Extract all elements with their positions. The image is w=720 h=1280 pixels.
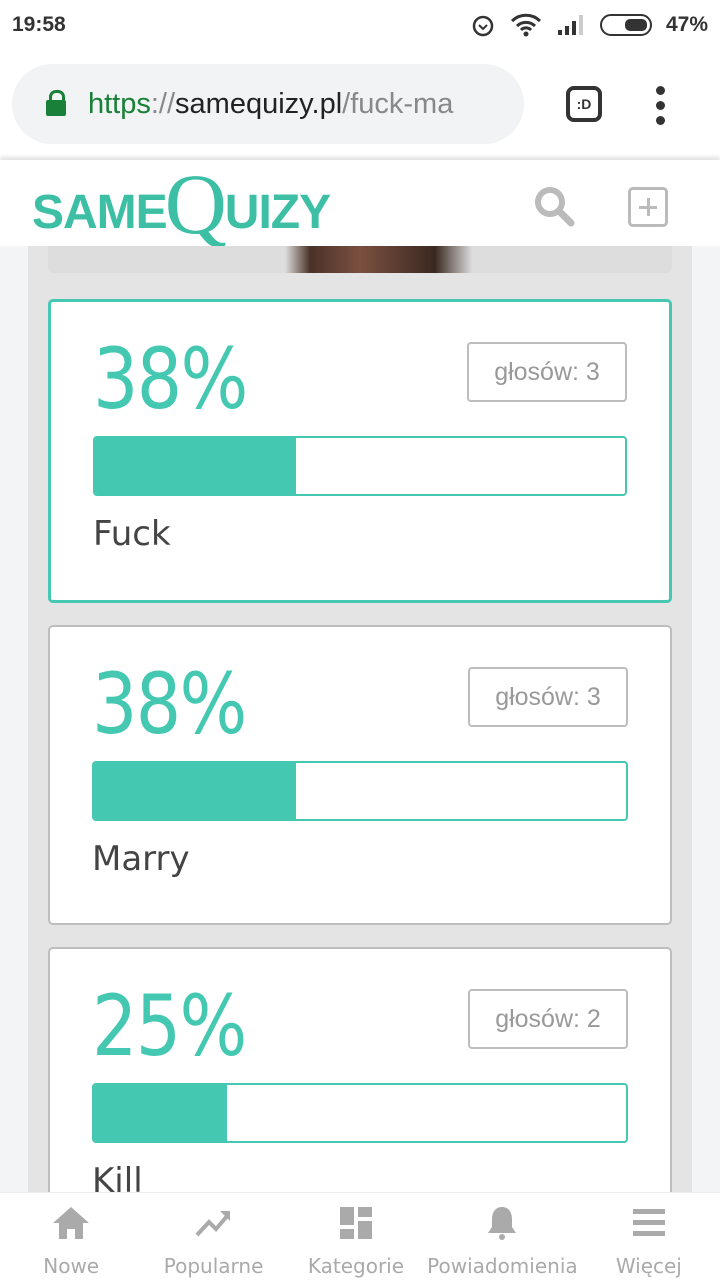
add-quiz-button[interactable] — [628, 187, 668, 227]
nav-item-powiadomienia[interactable]: Powiadomienia — [427, 1193, 578, 1280]
search-icon[interactable] — [533, 185, 575, 227]
result-percent: 25% — [92, 977, 247, 1075]
wifi-icon — [510, 13, 542, 37]
alarm-icon — [472, 15, 494, 37]
nav-item-popularne[interactable]: Popularne — [142, 1193, 284, 1280]
content: 38% głosów: 3 Fuck 38% głosów: 3 Marry 25%… — [0, 246, 720, 1192]
trending-icon — [194, 1205, 234, 1254]
progress-fill — [94, 763, 297, 819]
quiz-image — [48, 246, 672, 273]
url-path: /fuck-ma — [342, 87, 454, 120]
result-card[interactable]: 38% głosów: 3 Marry — [48, 625, 672, 925]
result-card[interactable]: 38% głosów: 3 Fuck — [48, 299, 672, 603]
bottom-nav: Nowe Popularne Kategorie Powiadomienia Więce… — [0, 1192, 720, 1280]
grid-icon — [338, 1205, 374, 1254]
result-label: Kill — [92, 1161, 143, 1192]
result-progress-bar — [92, 761, 628, 821]
votes-badge: głosów: 2 — [468, 989, 628, 1049]
result-progress-bar — [92, 1083, 628, 1143]
browser-menu-button[interactable] — [656, 86, 666, 125]
menu-icon — [631, 1205, 667, 1254]
url-sep: :// — [150, 87, 176, 120]
clock: 19:58 — [12, 13, 66, 36]
home-icon — [51, 1205, 91, 1254]
result-label: Marry — [92, 839, 190, 879]
nav-label: Powiadomienia — [427, 1254, 578, 1278]
result-percent: 38% — [93, 330, 248, 428]
url-host: samequizy.pl — [175, 87, 343, 120]
progress-fill — [94, 1085, 227, 1141]
result-percent: 38% — [92, 655, 247, 753]
bell-icon — [484, 1205, 520, 1254]
nav-item-kategorie[interactable]: Kategorie — [285, 1193, 427, 1280]
signal-icon — [557, 15, 583, 35]
site-header: SAME Q UIZY — [0, 156, 720, 252]
nav-item-nowe[interactable]: Nowe — [0, 1193, 142, 1280]
logo-part: SAME — [32, 186, 168, 239]
nav-item-więcej[interactable]: Więcej — [578, 1193, 720, 1280]
votes-badge: głosów: 3 — [467, 342, 627, 402]
logo-part: UIZY — [224, 186, 331, 239]
nav-label: Więcej — [615, 1254, 682, 1278]
logo-part: Q — [164, 156, 227, 252]
result-card[interactable]: 25% głosów: 2 Kill — [48, 947, 672, 1192]
lock-icon — [46, 90, 66, 116]
nav-label: Popularne — [163, 1254, 264, 1278]
browser-toolbar: https://samequizy.pl/fuck-ma :D — [0, 50, 720, 160]
url-scheme: https — [88, 87, 151, 120]
result-progress-bar — [93, 436, 627, 496]
samequizy-logo[interactable]: SAME Q UIZY — [32, 156, 331, 252]
address-bar[interactable]: https://samequizy.pl/fuck-ma — [12, 64, 524, 144]
nav-label: Kategorie — [307, 1254, 405, 1278]
votes-badge: głosów: 3 — [468, 667, 628, 727]
battery-icon — [599, 14, 652, 36]
nav-label: Nowe — [43, 1254, 100, 1278]
status-bar: 19:58 47% — [0, 0, 720, 50]
progress-fill — [95, 438, 297, 494]
battery-level: 47% — [665, 13, 708, 36]
tabs-button[interactable]: :D — [566, 86, 602, 122]
result-label: Fuck — [93, 514, 171, 554]
